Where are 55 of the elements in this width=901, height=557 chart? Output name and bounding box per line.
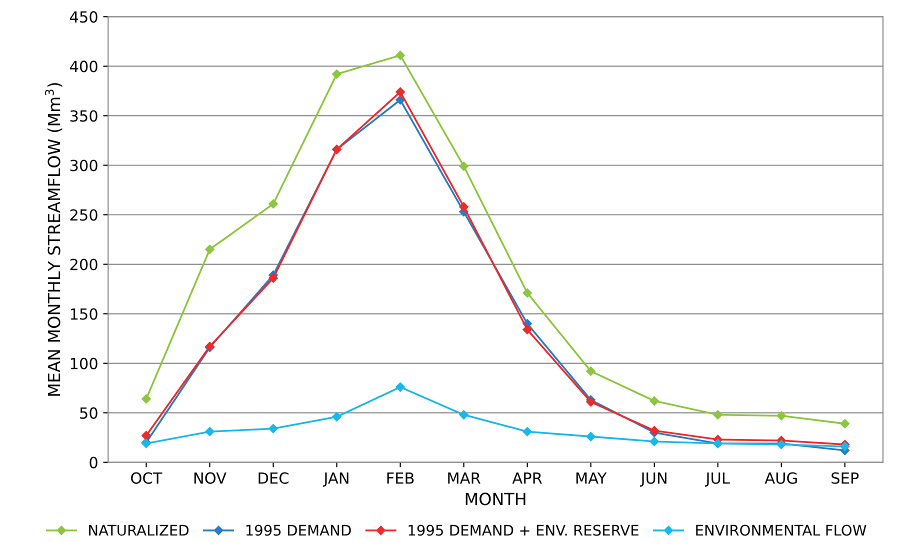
legend-label: ENVIRONMENTAL FLOW (696, 524, 866, 536)
x-tick-label: SEP (832, 472, 859, 484)
x-tick-label: JUL (704, 472, 730, 487)
point (396, 50, 405, 60)
legend-label: 1995 DEMAND + ENV. RESERVE (408, 524, 638, 536)
point (650, 426, 659, 436)
point (522, 324, 532, 334)
point (713, 410, 722, 420)
x-tick-label: FEB (387, 472, 414, 484)
point (396, 95, 405, 105)
legend-label: 1995 DEMAND (246, 524, 351, 536)
point (142, 394, 151, 404)
y-tick-label: 100 (70, 358, 98, 370)
point (332, 70, 342, 79)
point (776, 411, 786, 420)
point (268, 199, 278, 208)
point (459, 162, 468, 171)
x-tick-label: MAY (576, 472, 607, 484)
x-tick-label: MAR (448, 472, 480, 484)
y-tick-label: 300 (70, 160, 98, 172)
point (459, 202, 468, 212)
x-axis-title: MONTH (466, 492, 526, 506)
x-tick-label: NOV (194, 472, 226, 484)
point (396, 382, 405, 392)
x-tick-label: JAN (322, 472, 348, 487)
y-tick-label: 400 (70, 60, 98, 72)
x-tick-label: JUN (640, 472, 666, 487)
point (650, 436, 659, 446)
point (268, 274, 278, 283)
y-tick-label: 350 (70, 110, 98, 122)
legend-label: NATURALIZED (89, 524, 189, 536)
y-tick-label: 200 (70, 258, 98, 270)
x-tick-label: APR (512, 472, 542, 484)
x-tick-label: AUG (764, 472, 797, 484)
y-tick-label: 50 (80, 407, 98, 419)
point (586, 366, 596, 376)
point (396, 87, 405, 97)
point (142, 430, 151, 440)
point (205, 244, 214, 254)
x-tick-label: OCT (131, 472, 162, 484)
point (268, 424, 278, 434)
point (586, 432, 596, 442)
point (459, 410, 468, 420)
point (205, 426, 214, 436)
point (840, 419, 850, 428)
point (332, 412, 342, 422)
point (522, 426, 532, 436)
y-tick-label: 0 (90, 456, 98, 468)
point (650, 396, 659, 406)
y-axis-title: MEAN MONTHLY STREAMFLOW (Mm$^{3}$) (45, 83, 62, 396)
point (522, 288, 532, 298)
y-tick-label: 250 (70, 209, 98, 221)
y-tick-label: 150 (70, 308, 98, 320)
y-tick-label: 450 (70, 11, 98, 23)
x-tick-label: DEC (258, 472, 288, 484)
